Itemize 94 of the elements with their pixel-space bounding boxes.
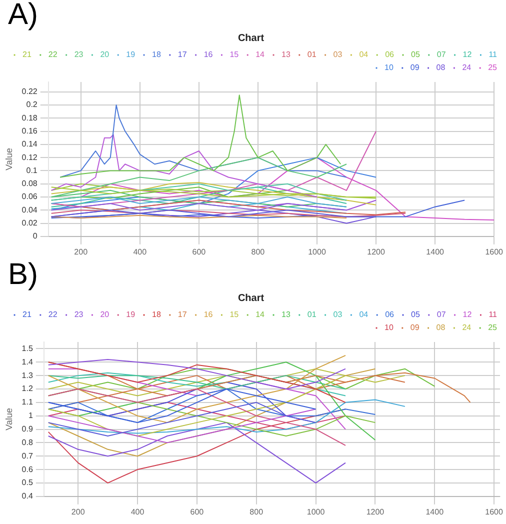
- legend-label: 19: [126, 310, 136, 320]
- legend-label: 15: [230, 310, 240, 320]
- legend-label: 24: [462, 63, 472, 72]
- legend-label: 11: [488, 50, 498, 60]
- legend-label: 14: [256, 50, 266, 60]
- y-tick-label: 0: [32, 232, 38, 241]
- legend-label: 07: [436, 50, 446, 60]
- legend-label: 22: [48, 310, 58, 320]
- x-tick-label: 1600: [485, 247, 504, 256]
- x-tick-label: 200: [74, 247, 88, 256]
- legend-label: 20: [100, 310, 110, 320]
- legend-label: 21: [22, 310, 32, 320]
- y-tick-label: 0.04: [22, 205, 38, 214]
- legend-label: 20: [100, 50, 110, 60]
- y-tick-label: 0.02: [22, 218, 38, 228]
- y-tick-label: 1.2: [22, 384, 34, 394]
- x-tick-label: 1400: [426, 247, 445, 256]
- legend-label: 25: [488, 323, 498, 332]
- legend-label: 04: [359, 310, 369, 320]
- y-axis-title: Value: [4, 408, 14, 430]
- x-tick-label: 400: [130, 507, 145, 516]
- text: A): [7, 0, 39, 31]
- y-tick-label: 1.1: [22, 398, 34, 407]
- legend-label: 18: [152, 310, 162, 320]
- legend-label: 10: [384, 63, 394, 72]
- legend-label: 11: [488, 310, 498, 320]
- x-tick-label: 1000: [306, 507, 326, 516]
- x-tick-label: 1400: [426, 507, 444, 516]
- y-tick-label: 0.2: [26, 100, 38, 110]
- legend-label: 24: [462, 323, 472, 332]
- chart-title: Chart: [238, 32, 265, 44]
- legend-label: 13: [282, 50, 291, 60]
- legend-label: 03: [333, 310, 343, 320]
- y-tick-label: 0.9: [22, 424, 34, 434]
- y-tick-label: 1.3: [22, 370, 34, 380]
- y-tick-label: 0.6: [22, 464, 34, 474]
- legend-label: 16: [204, 310, 214, 320]
- y-tick-label: 1: [28, 411, 34, 420]
- y-tick-label: 1.4: [22, 357, 34, 366]
- legend-label: 15: [230, 50, 240, 60]
- y-tick-label: 0.22: [22, 87, 38, 96]
- y-tick-label: 0.4: [22, 492, 34, 501]
- x-tick-label: 800: [250, 507, 264, 516]
- y-tick-label: 0.8: [22, 438, 34, 447]
- legend-label: 21: [22, 50, 32, 60]
- legend-label: 14: [256, 310, 266, 320]
- legend-label: 09: [410, 323, 420, 332]
- legend-label: 19: [126, 50, 136, 60]
- legend-label: 05: [411, 50, 420, 60]
- x-tick-label: 600: [190, 507, 204, 516]
- legend-label: 17: [178, 50, 188, 60]
- legend-label: 23: [74, 310, 84, 320]
- legend-label: 16: [204, 50, 214, 60]
- legend-label: 12: [462, 310, 472, 320]
- y-tick-label: 0.14: [22, 140, 38, 149]
- legend-label: 17: [178, 310, 188, 320]
- y-tick-label: 1.5: [22, 344, 34, 353]
- legend-label: 08: [436, 63, 446, 72]
- x-tick-label: 800: [251, 247, 266, 256]
- legend-label: 03: [333, 50, 343, 60]
- legend-label: 12: [462, 50, 472, 60]
- legend-label: 13: [282, 310, 291, 320]
- y-tick-label: 0.1: [26, 166, 38, 175]
- legend-label: 06: [385, 50, 395, 60]
- x-tick-label: 1200: [366, 507, 385, 516]
- y-tick-label: 0.16: [22, 126, 38, 136]
- legend-label: 18: [152, 50, 162, 60]
- x-tick-label: 1000: [308, 247, 326, 256]
- legend-label: 04: [359, 50, 369, 60]
- x-tick-label: 1200: [367, 247, 386, 256]
- text: B): [7, 258, 39, 291]
- legend-label: 07: [436, 310, 446, 320]
- y-axis-title: Value: [4, 148, 14, 170]
- legend-label: 25: [488, 63, 498, 72]
- legend-label: 09: [410, 63, 420, 72]
- legend-label: 22: [48, 50, 58, 60]
- y-tick-label: 0.7: [22, 451, 34, 460]
- y-tick-label: 0.12: [22, 152, 38, 162]
- legend-label: 10: [384, 323, 394, 332]
- legend-label: 05: [411, 310, 420, 320]
- y-tick-label: 0.06: [22, 192, 38, 202]
- legend-label: 06: [385, 310, 395, 320]
- y-tick-label: 0.5: [22, 478, 34, 488]
- y-tick-label: 0.08: [22, 179, 38, 188]
- legend-label: 01: [307, 50, 317, 60]
- x-tick-label: 1600: [485, 507, 504, 516]
- x-tick-label: 200: [71, 507, 86, 516]
- x-tick-label: 600: [192, 247, 206, 256]
- legend-label: 01: [307, 310, 317, 320]
- legend-label: 23: [74, 50, 84, 60]
- x-tick-label: 400: [133, 247, 148, 256]
- y-tick-label: 0.18: [22, 113, 38, 122]
- chart-title: Chart: [238, 292, 265, 304]
- legend-label: 08: [436, 323, 446, 332]
